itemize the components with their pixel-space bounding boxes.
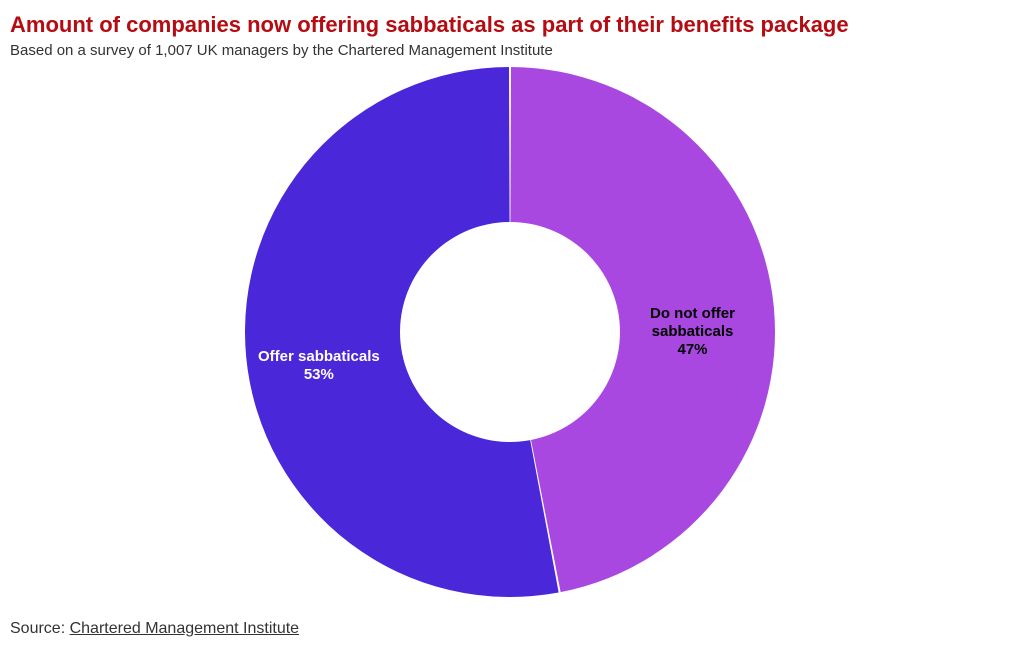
source-link[interactable]: Chartered Management Institute xyxy=(70,620,299,637)
slice-label-do-not-offer: Do not offer sabbaticals 47% xyxy=(610,305,775,359)
chart-subtitle: Based on a survey of 1,007 UK managers b… xyxy=(10,42,1010,59)
chart-source: Source: Chartered Management Institute xyxy=(10,620,299,638)
slice-label-pct: 47% xyxy=(610,341,775,359)
slice-label-offer: Offer sabbaticals 53% xyxy=(258,348,380,384)
slice-label-pct: 53% xyxy=(258,366,380,384)
slice-label-text: Do not offer sabbaticals xyxy=(650,305,735,340)
chart-container: Do not offer sabbaticals 47% Offer sabba… xyxy=(10,67,1010,597)
donut-chart: Do not offer sabbaticals 47% Offer sabba… xyxy=(245,67,775,597)
source-prefix: Source: xyxy=(10,620,70,637)
slice-label-text: Offer sabbaticals xyxy=(258,348,380,365)
chart-title: Amount of companies now offering sabbati… xyxy=(10,12,1010,38)
